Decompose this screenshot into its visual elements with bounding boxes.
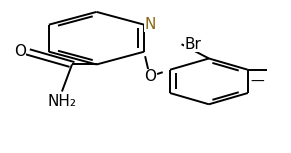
Text: O: O [144,69,156,84]
Text: O: O [14,44,26,59]
Text: N: N [144,17,155,32]
Text: NH₂: NH₂ [47,94,77,109]
Text: —: — [251,75,265,89]
Text: Br: Br [184,37,201,52]
